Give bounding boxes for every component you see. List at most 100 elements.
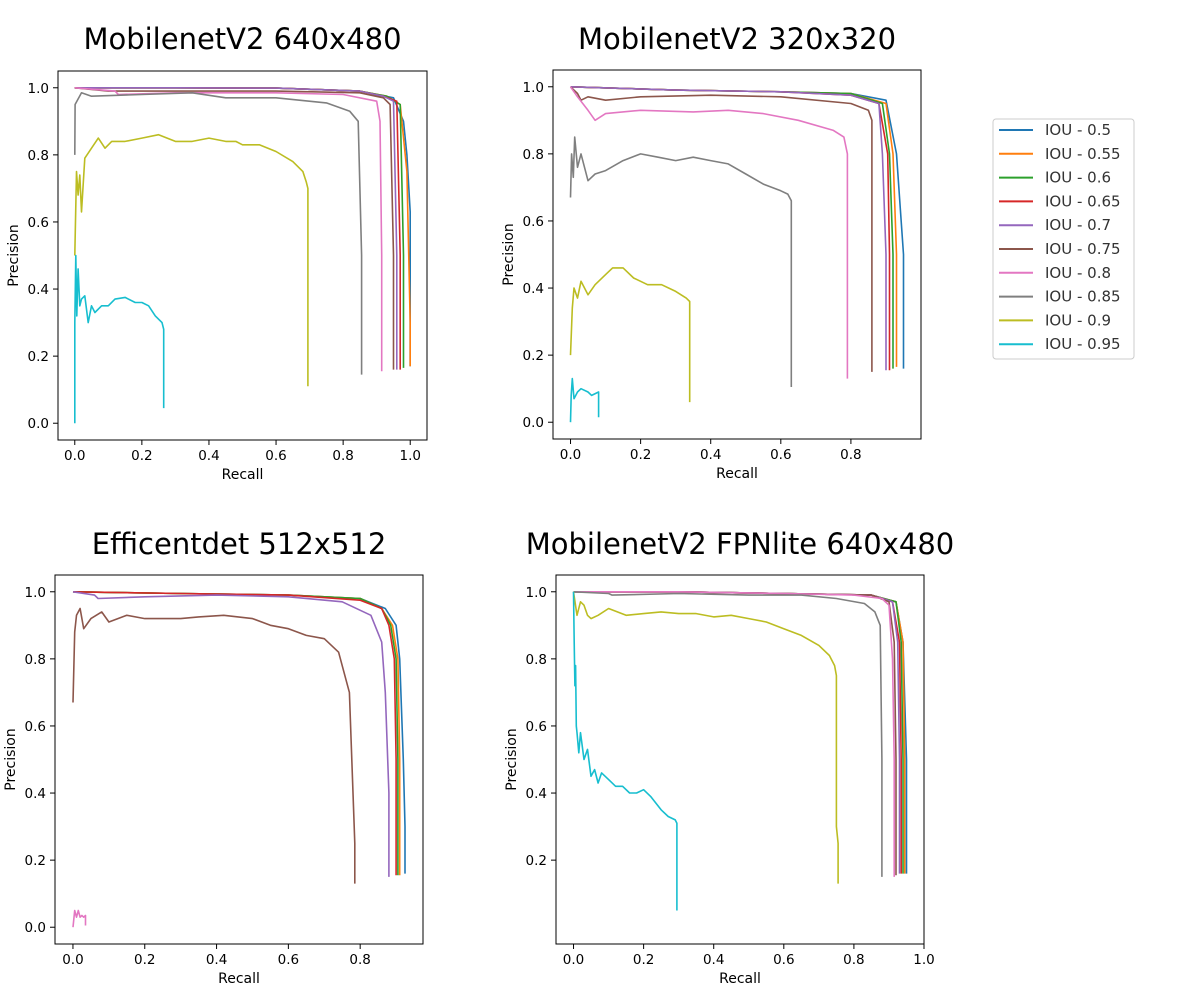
series-line-iou-0-65 [74, 87, 402, 370]
series-line-iou-0-5 [72, 591, 406, 874]
x-tick-label: 0.2 [633, 952, 654, 968]
chart-panel-3: Efficentdet 512x512 0.0 0.2 0.4 0.6 0.8 0.0 0.2… [3, 527, 424, 987]
chart-panel-1: MobilenetV2 640x480 0.0 0.2 0.4 0.6 0.8 1.0 0.0… [6, 22, 428, 483]
x-tick-label: 0.0 [563, 952, 584, 968]
y-tick-label: 1.0 [25, 585, 46, 601]
series-group [74, 87, 412, 424]
series-line-iou-0-55 [74, 87, 412, 367]
axes-frame [54, 574, 424, 945]
x-tick-label: 0.6 [265, 448, 286, 464]
y-tick-label: 0.6 [526, 719, 547, 735]
y-tick-label: 0.6 [28, 215, 49, 231]
legend-entry: IOU - 0.75 [1045, 240, 1121, 258]
y-tick-label: 0.8 [28, 148, 49, 164]
y-tick-label: 0.8 [25, 652, 46, 668]
y-tick-label: 1.0 [523, 80, 544, 96]
x-tick-label: 0.4 [703, 952, 724, 968]
series-line-iou-0-5 [570, 86, 905, 369]
legend-entry: IOU - 0.85 [1045, 288, 1121, 306]
legend-entry: IOU - 0.55 [1045, 145, 1121, 163]
x-tick-label: 0.4 [206, 952, 227, 968]
chart-title: MobilenetV2 320x320 [578, 22, 896, 56]
x-tick-label: 0.6 [773, 952, 794, 968]
legend-entry: IOU - 0.95 [1045, 335, 1121, 353]
chart-title: MobilenetV2 640x480 [83, 22, 401, 56]
series-line-iou-0-65 [570, 86, 891, 371]
axes-frame [57, 70, 428, 441]
y-tick-label: 0.2 [28, 349, 49, 365]
y-tick-label: 0.4 [523, 281, 544, 297]
series-line-iou-0-7 [74, 87, 398, 370]
legend-entry: IOU - 0.65 [1045, 192, 1121, 210]
series-line-iou-0-8 [74, 87, 383, 372]
x-tick-label: 0.0 [62, 952, 83, 968]
chart-panel-2: MobilenetV2 320x320 0.0 0.2 0.4 0.6 0.8 0.0 0.2… [501, 22, 922, 482]
x-axis-label: Recall [222, 467, 264, 483]
x-tick-label: 1.0 [399, 448, 420, 464]
y-tick-label: 0.2 [526, 853, 547, 869]
x-tick-label: 0.2 [131, 448, 152, 464]
chart-panel-4: MobilenetV2 FPNlite 640x480 0.0 0.2 0.4 0.6 0… [504, 527, 954, 987]
series-line-iou-0-85 [74, 92, 363, 375]
y-tick-label: 1.0 [526, 585, 547, 601]
y-tick-label: 0.4 [28, 282, 49, 298]
series-line-iou-0-75 [72, 607, 356, 884]
series-group [572, 590, 908, 911]
series-line-iou-0-65 [72, 591, 397, 876]
x-tick-label: 0.6 [278, 952, 299, 968]
y-tick-label: 0.6 [523, 214, 544, 230]
series-line-iou-0-7 [72, 591, 390, 877]
y-tick-label: 0.8 [523, 147, 544, 163]
y-tick-label: 0.0 [523, 415, 544, 431]
series-line-iou-0-5 [573, 590, 908, 874]
legend-entry: IOU - 0.7 [1045, 216, 1111, 234]
series-line-iou-0-6 [570, 86, 894, 369]
series-line-iou-0-5 [74, 87, 412, 367]
x-tick-label: 0.4 [198, 448, 219, 464]
y-tick-label: 0.8 [526, 652, 547, 668]
series-line-iou-0-6 [74, 87, 405, 368]
series-line-iou-0-85 [573, 591, 883, 877]
x-tick-label: 0.8 [843, 952, 864, 968]
series-line-iou-0-7 [570, 86, 887, 371]
series-line-iou-0-6 [573, 590, 904, 874]
y-axis-label: Precision [504, 728, 520, 790]
legend-entry: IOU - 0.6 [1045, 169, 1111, 187]
series-line-iou-0-85 [569, 136, 793, 387]
axes-frame [555, 574, 925, 945]
series-line-iou-0-95 [74, 254, 165, 424]
x-tick-label: 0.8 [332, 448, 353, 464]
chart-title: MobilenetV2 FPNlite 640x480 [526, 527, 955, 561]
y-tick-label: 0.2 [25, 853, 46, 869]
series-line-iou-0-75 [74, 87, 395, 370]
series-line-iou-0-8 [72, 909, 87, 928]
legend-entry: IOU - 0.5 [1045, 121, 1111, 139]
series-line-iou-0-8 [569, 86, 849, 379]
series-line-iou-0-9 [74, 133, 309, 387]
series-line-iou-0-9 [569, 267, 691, 403]
legend: IOU - 0.5 IOU - 0.55 IOU - 0.6 IOU - 0.65 IO… [992, 118, 1135, 360]
y-tick-label: 0.4 [526, 786, 547, 802]
x-tick-label: 0.2 [134, 952, 155, 968]
y-tick-label: 0.2 [523, 348, 544, 364]
x-tick-label: 0.0 [64, 448, 85, 464]
y-axis-label: Precision [6, 224, 22, 286]
y-axis-label: Precision [3, 728, 19, 790]
x-tick-label: 0.2 [630, 447, 651, 463]
x-tick-label: 0.6 [770, 447, 791, 463]
x-tick-label: 0.0 [560, 447, 581, 463]
y-tick-label: 0.0 [25, 920, 46, 936]
x-axis-label: Recall [716, 466, 758, 482]
series-line-iou-0-7 [573, 590, 901, 874]
x-tick-label: 0.4 [700, 447, 721, 463]
series-line-iou-0-75 [569, 86, 873, 372]
x-tick-label: 1.0 [913, 952, 934, 968]
y-tick-label: 1.0 [28, 81, 49, 97]
series-line-iou-0-6 [72, 591, 399, 876]
series-line-iou-0-65 [573, 590, 903, 874]
series-line-iou-0-95 [572, 591, 678, 911]
x-tick-label: 0.8 [349, 952, 370, 968]
series-group [72, 591, 406, 928]
series-line-iou-0-9 [572, 591, 839, 884]
series-line-iou-0-55 [573, 590, 906, 874]
